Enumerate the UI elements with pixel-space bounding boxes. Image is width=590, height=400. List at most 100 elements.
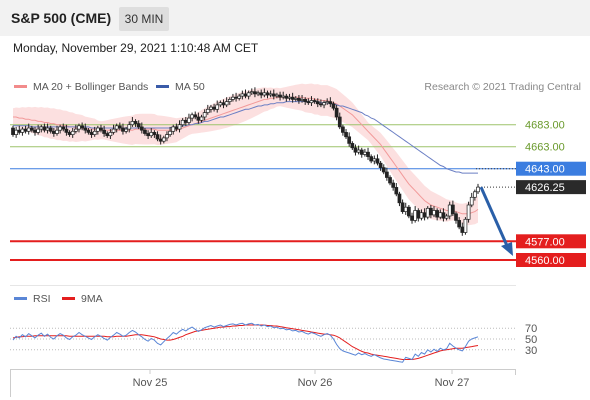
candle-body bbox=[271, 93, 276, 97]
candle-body bbox=[95, 127, 100, 132]
legend-swatch-rsi bbox=[14, 297, 27, 300]
level-label-5: 4560.00 bbox=[525, 255, 565, 267]
candle-body bbox=[359, 149, 364, 155]
candle-body bbox=[177, 124, 182, 130]
candle-body bbox=[73, 128, 78, 132]
ma20-line bbox=[13, 96, 479, 215]
candle-body bbox=[80, 125, 84, 129]
level-tag-5 bbox=[516, 253, 586, 267]
candle-body bbox=[202, 112, 207, 118]
candle-body bbox=[331, 103, 336, 109]
candle-body bbox=[278, 94, 282, 98]
candle-body bbox=[397, 193, 402, 204]
candle-body bbox=[136, 123, 141, 128]
candle-body bbox=[457, 220, 461, 228]
candle-body bbox=[435, 210, 440, 218]
level-tag-4 bbox=[516, 234, 586, 249]
candle-body bbox=[187, 117, 191, 123]
candle-body bbox=[77, 125, 81, 130]
candle-body bbox=[183, 119, 188, 123]
legend-swatch-ma50 bbox=[156, 85, 169, 88]
candle-body bbox=[11, 127, 15, 135]
level-label-1: 4663.00 bbox=[525, 142, 565, 154]
candle-body bbox=[209, 106, 213, 110]
candle-body bbox=[334, 107, 339, 118]
candle-body bbox=[353, 147, 358, 153]
candle-body bbox=[469, 196, 474, 206]
candle-body bbox=[20, 128, 25, 133]
candle-body bbox=[89, 132, 94, 135]
price-plot-area: 4683.00 4663.00 4643.00 4626.25 4577.00 4560.… bbox=[10, 83, 586, 267]
x-tick-label-1: Nov 26 bbox=[298, 377, 333, 389]
panel-divider bbox=[10, 285, 516, 286]
candle-body bbox=[444, 215, 449, 219]
rsi-line bbox=[12, 322, 479, 363]
candle-body bbox=[416, 210, 421, 219]
candle-body bbox=[190, 114, 194, 119]
candle-body bbox=[139, 126, 144, 131]
candle-body bbox=[429, 207, 433, 216]
candle-body bbox=[447, 204, 452, 217]
candle-body bbox=[419, 212, 424, 219]
candle-body bbox=[403, 206, 408, 212]
candle-body bbox=[149, 132, 154, 137]
candle-body bbox=[325, 101, 330, 104]
candle-body bbox=[174, 126, 179, 130]
legend-swatch-ma20 bbox=[14, 85, 27, 88]
candle-body bbox=[300, 99, 304, 101]
legend-swatch-9ma bbox=[62, 297, 75, 300]
candle-body bbox=[425, 207, 430, 218]
candle-body bbox=[388, 177, 392, 184]
candle-body bbox=[240, 93, 245, 97]
candle-body bbox=[17, 129, 22, 133]
forecast-arrow bbox=[479, 186, 510, 249]
candle-body bbox=[158, 138, 163, 142]
x-axis: Nov 25 Nov 26 Nov 27 bbox=[133, 369, 470, 389]
rsi-ma-line bbox=[12, 324, 479, 360]
candle-body bbox=[297, 97, 301, 101]
forecast-arrow-head bbox=[501, 242, 513, 256]
candle-body bbox=[350, 143, 355, 149]
ma50-line bbox=[13, 101, 478, 174]
candle-body bbox=[369, 156, 374, 162]
candle-body bbox=[249, 91, 254, 94]
candle-body bbox=[337, 116, 342, 128]
level-tag-2 bbox=[516, 161, 586, 176]
interval-button[interactable]: 30 MIN bbox=[119, 7, 169, 31]
candle-body bbox=[111, 128, 116, 133]
candle-body bbox=[322, 102, 326, 106]
candle-body bbox=[212, 106, 216, 110]
rsi-tick-2: 30 bbox=[525, 345, 537, 357]
candle-body bbox=[23, 128, 28, 132]
candle-body bbox=[55, 129, 59, 134]
candle-body bbox=[246, 92, 251, 97]
candle-body bbox=[347, 136, 352, 144]
chart-header: S&P 500 (CME) 30 MIN bbox=[0, 0, 590, 36]
candle-body bbox=[227, 99, 232, 102]
candle-body bbox=[460, 226, 465, 233]
bollinger-band bbox=[13, 83, 478, 226]
candle-body bbox=[92, 130, 97, 135]
x-axis-left-edge bbox=[10, 369, 11, 397]
candle-body bbox=[215, 104, 220, 110]
candle-body bbox=[117, 125, 122, 129]
candle-body bbox=[124, 128, 128, 132]
x-axis-line bbox=[10, 369, 516, 370]
candle-body bbox=[473, 191, 477, 198]
level-label-0: 4683.00 bbox=[525, 120, 565, 132]
candle-body bbox=[14, 129, 18, 135]
instrument-title: S&P 500 (CME) bbox=[11, 10, 112, 26]
candle-body bbox=[312, 100, 317, 102]
level-label-2: 4643.00 bbox=[525, 164, 565, 176]
candle-body bbox=[303, 99, 308, 102]
candle-body bbox=[165, 134, 169, 139]
candle-body bbox=[171, 126, 176, 132]
candle-body bbox=[127, 124, 132, 130]
candle-body bbox=[231, 96, 235, 100]
candle-body bbox=[102, 129, 106, 134]
legend-label-ma50: MA 50 bbox=[175, 81, 205, 93]
candle-body bbox=[234, 96, 238, 99]
x-tick-label-2: Nov 27 bbox=[435, 377, 470, 389]
